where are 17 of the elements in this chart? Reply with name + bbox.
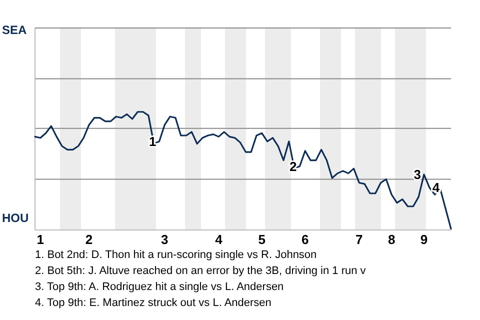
text: 3. Top 9th: A. Rodriguez hit a single vs L. Andersen [35, 281, 284, 293]
text: 4. Top 9th: E. Martinez struck out vs L. Andersen [35, 297, 272, 309]
text: SEA [2, 23, 28, 37]
x-tick-label: 5 [258, 232, 266, 247]
x-tick-label: 1 [36, 232, 44, 247]
x-tick-label: 9 [420, 232, 428, 247]
x-tick-label: 6 [302, 232, 309, 247]
text: HOU [2, 211, 29, 225]
text: 1. Bot 2nd: D. Thon hit a run-scoring single vs R. Johnson [35, 249, 317, 261]
annotation: 3 [414, 167, 421, 182]
text: 2. Bot 5th: J. Altuve reached on an error by the 3B, driving in 1 run v [35, 265, 366, 277]
x-tick-label: 4 [215, 232, 224, 247]
x-tick-label: 7 [356, 232, 363, 247]
x-tick-label: 8 [388, 232, 396, 247]
x-tick-label: 3 [161, 232, 168, 247]
annotation: 4 [432, 180, 440, 196]
x-tick-label: 2 [85, 232, 93, 247]
